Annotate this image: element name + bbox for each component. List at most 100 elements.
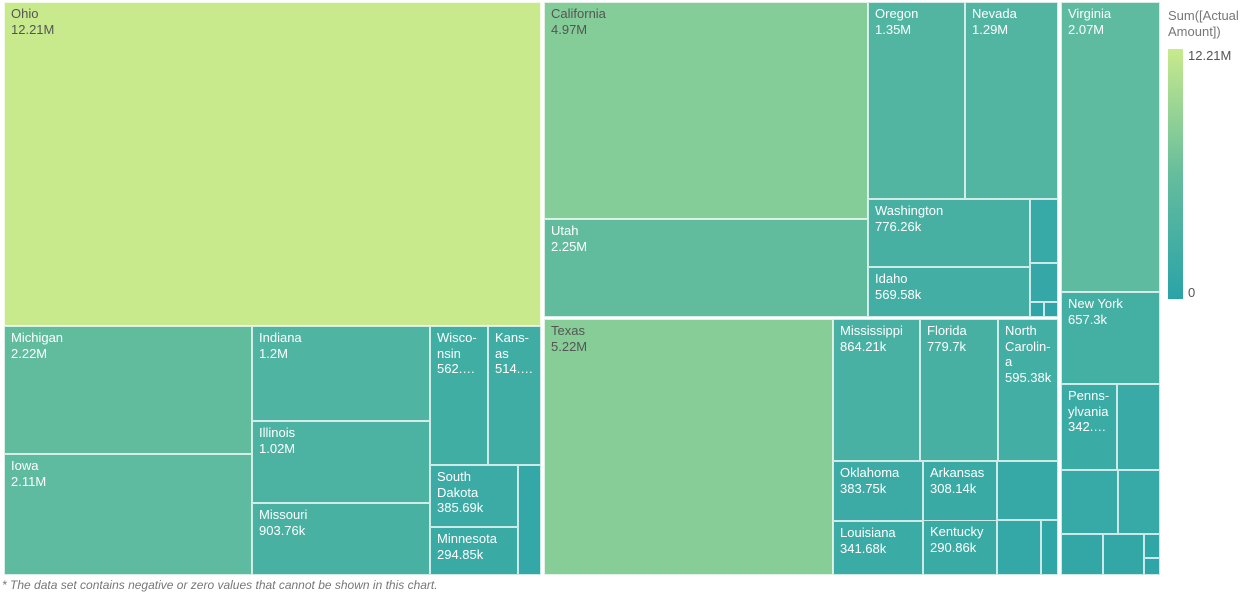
treemap-cell-utah[interactable]: Utah 2.25M xyxy=(544,219,868,317)
cell-name: Florida xyxy=(927,323,967,338)
footnote: * The data set contains negative or zero… xyxy=(2,578,438,592)
treemap-cell-idaho[interactable]: Idaho 569.58k xyxy=(868,267,1030,317)
treemap-cell-unlabeled-31[interactable] xyxy=(1041,520,1058,575)
treemap-cell-unlabeled-39[interactable] xyxy=(1103,534,1144,575)
treemap-cell-unlabeled-37[interactable] xyxy=(1118,470,1160,534)
legend-min-label: 0 xyxy=(1188,285,1196,300)
cell-name: Utah xyxy=(551,223,579,238)
treemap-cell-oklahoma[interactable]: Oklahoma 383.75k xyxy=(833,461,923,521)
cell-value: 1.29M xyxy=(972,21,1009,37)
cell-name: Oregon xyxy=(875,6,919,21)
treemap-cell-missouri[interactable]: Missouri 903.76k xyxy=(252,503,430,575)
cell-name: Arkansas xyxy=(930,465,985,480)
cell-value: 657.3k xyxy=(1068,311,1108,327)
treemap-cell-kansas[interactable]: Kans- as 514.… xyxy=(488,326,541,465)
treemap-cell-southdakota[interactable]: South Dakota 385.69k xyxy=(430,465,518,527)
cell-name: New York xyxy=(1068,296,1123,311)
cell-name: South Dakota xyxy=(437,469,479,500)
treemap-cell-iowa[interactable]: Iowa 2.11M xyxy=(4,454,252,575)
treemap-cell-texas[interactable]: Texas 5.22M xyxy=(544,319,833,575)
cell-value: 2.22M xyxy=(11,345,48,361)
treemap-cell-mississippi[interactable]: Mississippi 864.21k xyxy=(833,319,920,461)
cell-name: Kans- as xyxy=(495,330,529,361)
cell-value: 2.07M xyxy=(1068,21,1105,37)
legend-title: Sum([Actual Amount]) xyxy=(1168,8,1239,39)
cell-value: 779.7k xyxy=(927,338,967,354)
treemap-cell-virginia[interactable]: Virginia 2.07M xyxy=(1061,2,1160,292)
treemap-cell-arkansas[interactable]: Arkansas 308.14k xyxy=(923,461,997,521)
cell-name: Washington xyxy=(875,203,944,218)
treemap-cell-unlabeled-19[interactable] xyxy=(1030,302,1044,317)
cell-value: 383.75k xyxy=(840,480,887,496)
treemap-cell-unlabeled-18[interactable] xyxy=(1030,263,1058,302)
treemap-cell-unlabeled-40[interactable] xyxy=(1144,534,1160,558)
treemap-cell-michigan[interactable]: Michigan 2.22M xyxy=(4,326,252,454)
treemap-cell-unlabeled-20[interactable] xyxy=(1044,302,1058,317)
cell-value: 1.35M xyxy=(875,21,912,37)
treemap-cell-oregon[interactable]: Oregon 1.35M xyxy=(868,2,965,199)
treemap-cell-unlabeled-27[interactable] xyxy=(997,461,1058,520)
cell-value: 290.86k xyxy=(930,539,977,555)
treemap-cell-minnesota[interactable]: Minnesota 294.85k xyxy=(430,527,518,575)
cell-value: 864.21k xyxy=(840,338,887,354)
cell-name: California xyxy=(551,6,606,21)
treemap-cell-washington[interactable]: Washington 776.26k xyxy=(868,199,1030,267)
cell-value: 514.… xyxy=(495,361,534,376)
cell-name: Illinois xyxy=(259,425,296,440)
treemap-cell-ohio[interactable]: Ohio 12.21M xyxy=(4,2,541,326)
cell-name: Penns- ylvania xyxy=(1068,388,1110,419)
cell-value: 903.76k xyxy=(259,522,306,538)
cell-name: Michigan xyxy=(11,330,64,345)
cell-name: Wisco- nsin xyxy=(437,330,477,361)
cell-name: Mississippi xyxy=(840,323,903,338)
cell-value: 5.22M xyxy=(551,338,588,354)
treemap-cell-unlabeled-17[interactable] xyxy=(1030,199,1058,263)
cell-value: 308.14k xyxy=(930,480,977,496)
treemap-cell-california[interactable]: California 4.97M xyxy=(544,2,868,219)
cell-name: Indiana xyxy=(259,330,302,345)
cell-name: North Carolin- a xyxy=(1005,323,1051,369)
cell-value: 2.25M xyxy=(551,238,588,254)
treemap-cell-pennsylvania[interactable]: Penns- ylvania 342.… xyxy=(1061,384,1117,470)
cell-value: 1.2M xyxy=(259,345,288,361)
cell-value: 776.26k xyxy=(875,218,922,234)
cell-value: 12.21M xyxy=(11,21,55,37)
cell-value: 569.58k xyxy=(875,286,922,302)
cell-value: 595.38k xyxy=(1005,369,1052,385)
cell-name: Ohio xyxy=(11,6,39,21)
cell-value: 341.68k xyxy=(840,540,887,556)
cell-value: 2.11M xyxy=(11,473,47,489)
treemap-cell-unlabeled-30[interactable] xyxy=(997,520,1041,575)
cell-name: Iowa xyxy=(11,458,39,473)
cell-name: Oklahoma xyxy=(840,465,900,480)
treemap-cell-unlabeled-38[interactable] xyxy=(1061,534,1103,575)
cell-name: Missouri xyxy=(259,507,308,522)
cell-value: 294.85k xyxy=(437,546,484,562)
treemap-cell-louisiana[interactable]: Louisiana 341.68k xyxy=(833,521,923,575)
treemap-cell-unlabeled-10[interactable] xyxy=(518,465,541,575)
treemap-cell-nevada[interactable]: Nevada 1.29M xyxy=(965,2,1058,199)
cell-value: 385.69k xyxy=(437,500,484,515)
treemap-cell-indiana[interactable]: Indiana 1.2M xyxy=(252,326,430,421)
treemap-cell-illinois[interactable]: Illinois 1.02M xyxy=(252,421,430,503)
cell-name: Virginia xyxy=(1068,6,1112,21)
cell-name: Nevada xyxy=(972,6,1017,21)
cell-name: Idaho xyxy=(875,271,908,286)
treemap-cell-florida[interactable]: Florida 779.7k xyxy=(920,319,998,461)
treemap-cell-unlabeled-36[interactable] xyxy=(1061,470,1118,534)
treemap-cell-new-york[interactable]: New York 657.3k xyxy=(1061,292,1160,384)
legend-max-label: 12.21M xyxy=(1188,48,1232,63)
cell-name: Texas xyxy=(551,323,585,338)
treemap-cell-northcarolina[interactable]: North Carolin- a 595.38k xyxy=(998,319,1058,461)
cell-value: 342.… xyxy=(1068,419,1107,434)
legend-color-scale xyxy=(1168,49,1183,299)
treemap-cell-wisconsin[interactable]: Wisco- nsin 562.… xyxy=(430,326,488,465)
treemap: Ohio 12.21M Michigan 2.22M Iowa 2.11M Indiana 1… xyxy=(4,2,1160,575)
treemap-cell-unlabeled-35[interactable] xyxy=(1117,384,1160,470)
cell-value: 562.… xyxy=(437,361,476,376)
treemap-cell-kentucky[interactable]: Kentucky 290.86k xyxy=(923,520,997,575)
cell-value: 1.02M xyxy=(259,440,296,456)
cell-name: Kentucky xyxy=(930,524,984,539)
cell-name: Louisiana xyxy=(840,525,896,540)
treemap-cell-unlabeled-41[interactable] xyxy=(1144,558,1160,575)
